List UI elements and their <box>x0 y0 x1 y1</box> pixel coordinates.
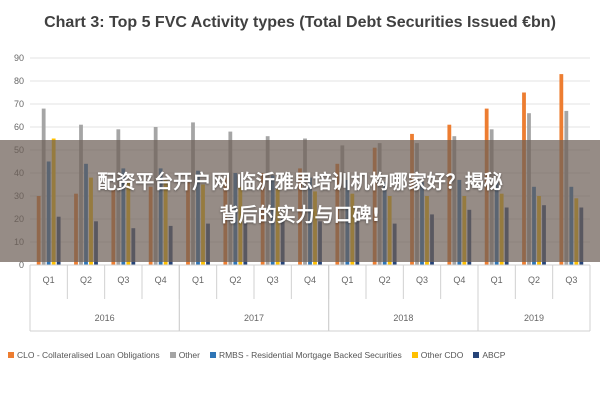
legend-label: Other CDO <box>420 350 464 360</box>
promo-overlay-text: 配资平台开户网 临沂雅思培训机构哪家好？揭秘 背后的实力与口碑! <box>0 166 600 232</box>
promo-overlay-line1: 配资平台开户网 临沂雅思培训机构哪家好？揭秘 <box>97 171 503 193</box>
legend-item: ABCP <box>473 350 505 360</box>
x-tick-label: Q3 <box>416 275 428 285</box>
legend-item: CLO - Collateralised Loan Obligations <box>8 350 160 360</box>
promo-overlay-line2: 背后的实力与口碑! <box>219 204 381 226</box>
legend-label: Other <box>178 350 200 360</box>
legend-swatch <box>169 352 176 358</box>
year-label: 2017 <box>244 313 264 323</box>
legend-item: Other <box>169 350 200 360</box>
legend-item: Other CDO <box>411 350 464 360</box>
x-tick-label: Q4 <box>453 275 465 285</box>
legend-swatch <box>209 352 216 358</box>
x-tick-label: Q2 <box>379 275 391 285</box>
chart-legend: CLO - Collateralised Loan Obligations Oth… <box>8 350 598 360</box>
legend-swatch <box>411 352 418 358</box>
legend-label: ABCP <box>482 350 506 360</box>
x-tick-label: Q2 <box>80 275 92 285</box>
x-tick-label: Q4 <box>304 275 316 285</box>
x-tick-label: Q3 <box>117 275 129 285</box>
y-tick-label: 80 <box>14 76 24 86</box>
x-tick-label: Q4 <box>155 275 167 285</box>
x-tick-label: Q1 <box>192 275 204 285</box>
year-label: 2016 <box>95 313 115 323</box>
x-tick-label: Q3 <box>267 275 279 285</box>
y-tick-label: 0 <box>19 260 24 270</box>
y-tick-label: 60 <box>14 122 24 132</box>
legend-label: RMBS - Residential Mortgage Backed Secur… <box>218 350 402 360</box>
y-tick-label: 90 <box>14 53 24 63</box>
x-tick-label: Q2 <box>528 275 540 285</box>
chart-title: Chart 3: Top 5 FVC Activity types (Total… <box>44 14 556 31</box>
year-label: 2018 <box>393 313 413 323</box>
x-tick-label: Q1 <box>43 275 55 285</box>
legend-item: RMBS - Residential Mortgage Backed Secur… <box>209 350 402 360</box>
x-tick-label: Q1 <box>341 275 353 285</box>
legend-swatch <box>8 352 14 358</box>
legend-swatch <box>473 352 480 358</box>
legend-label: CLO - Collateralised Loan Obligations <box>17 350 160 360</box>
y-tick-label: 70 <box>14 99 24 109</box>
x-tick-label: Q2 <box>229 275 241 285</box>
x-tick-label: Q1 <box>491 275 503 285</box>
year-label: 2019 <box>524 313 544 323</box>
x-tick-label: Q3 <box>565 275 577 285</box>
promo-overlay-banner <box>0 140 600 262</box>
